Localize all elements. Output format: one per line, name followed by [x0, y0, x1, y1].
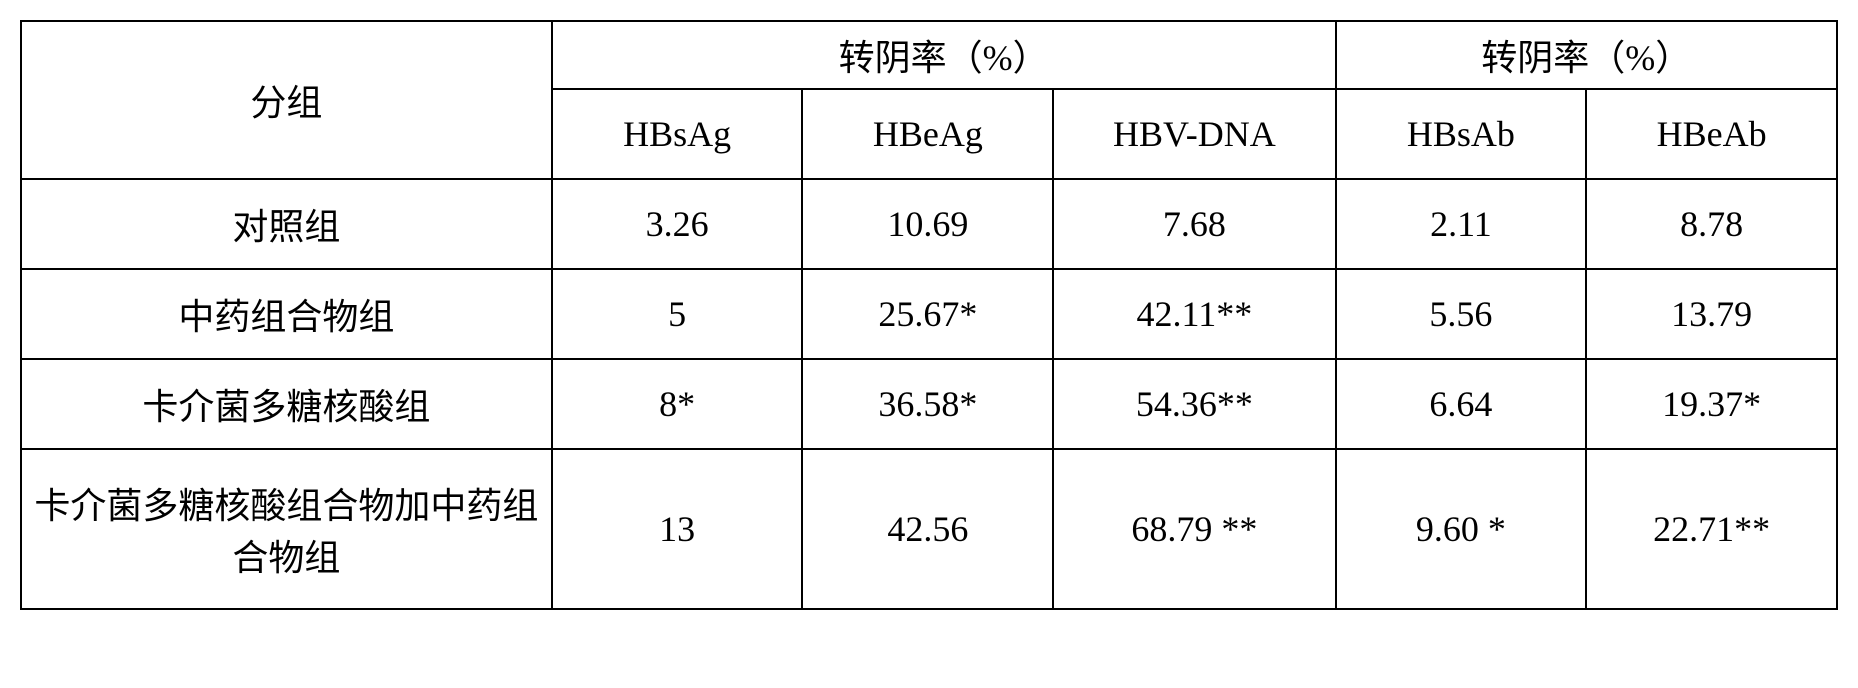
table-row: 中药组合物组 5 25.67* 42.11** 5.56 13.79 — [21, 269, 1837, 359]
cell-value: 54.36** — [1053, 359, 1335, 449]
cell-value: 22.71** — [1586, 449, 1837, 609]
cell-value: 5 — [552, 269, 803, 359]
header-rate2: 转阴率（%） — [1336, 21, 1837, 89]
header-hbsab: HBsAb — [1336, 89, 1587, 179]
cell-value: 19.37* — [1586, 359, 1837, 449]
cell-value: 42.56 — [802, 449, 1053, 609]
cell-value: 5.56 — [1336, 269, 1587, 359]
cell-value: 6.64 — [1336, 359, 1587, 449]
cell-value: 2.11 — [1336, 179, 1587, 269]
cell-value: 68.79 ** — [1053, 449, 1335, 609]
table-row: 对照组 3.26 10.69 7.68 2.11 8.78 — [21, 179, 1837, 269]
cell-value: 7.68 — [1053, 179, 1335, 269]
header-hbeag: HBeAg — [802, 89, 1053, 179]
data-table: 分组 转阴率（%） 转阴率（%） HBsAg HBeAg HBV-DNA HBs… — [20, 20, 1838, 610]
cell-group: 卡介菌多糖核酸组 — [21, 359, 552, 449]
cell-value: 13.79 — [1586, 269, 1837, 359]
header-group: 分组 — [21, 21, 552, 179]
cell-value: 8.78 — [1586, 179, 1837, 269]
table-row: 卡介菌多糖核酸组合物加中药组合物组 13 42.56 68.79 ** 9.60… — [21, 449, 1837, 609]
cell-value: 13 — [552, 449, 803, 609]
cell-value: 8* — [552, 359, 803, 449]
cell-value: 36.58* — [802, 359, 1053, 449]
cell-group: 卡介菌多糖核酸组合物加中药组合物组 — [21, 449, 552, 609]
cell-group: 中药组合物组 — [21, 269, 552, 359]
cell-value: 3.26 — [552, 179, 803, 269]
header-rate1: 转阴率（%） — [552, 21, 1336, 89]
table-row: 卡介菌多糖核酸组 8* 36.58* 54.36** 6.64 19.37* — [21, 359, 1837, 449]
cell-value: 25.67* — [802, 269, 1053, 359]
header-hbvdna: HBV-DNA — [1053, 89, 1335, 179]
cell-value: 9.60 * — [1336, 449, 1587, 609]
cell-value: 42.11** — [1053, 269, 1335, 359]
cell-value: 10.69 — [802, 179, 1053, 269]
cell-group: 对照组 — [21, 179, 552, 269]
header-hbeab: HBeAb — [1586, 89, 1837, 179]
header-hbsag: HBsAg — [552, 89, 803, 179]
